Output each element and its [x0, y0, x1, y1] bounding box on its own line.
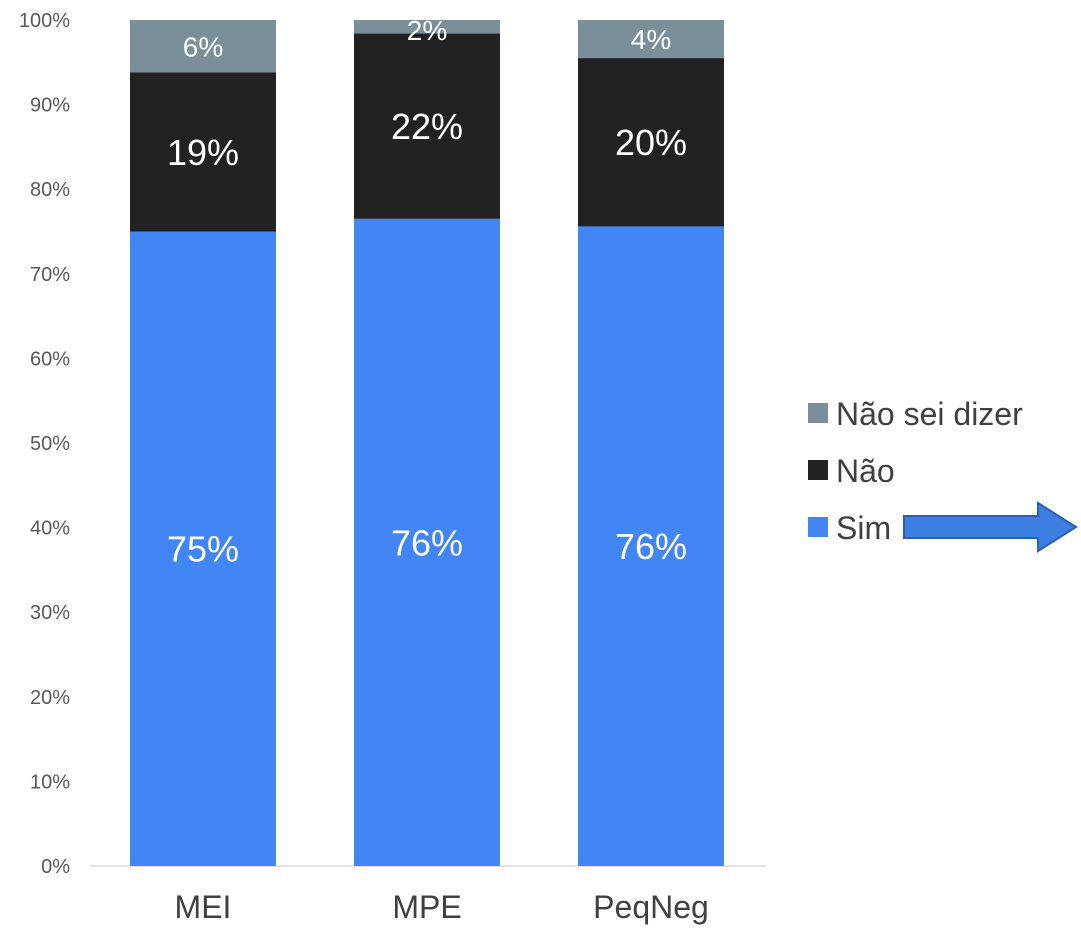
- bar-value-label: 6%: [183, 31, 223, 62]
- legend-swatch: [808, 460, 828, 480]
- x-category-label: MEI: [175, 889, 232, 925]
- bar-segment-nao-sei-dizer: [578, 20, 724, 59]
- legend-swatch: [808, 403, 828, 423]
- y-tick-label: 90%: [30, 95, 70, 117]
- bar-value-label: 2%: [407, 15, 447, 46]
- bar-value-label: 76%: [391, 522, 463, 563]
- bar-segment-sim: [578, 226, 724, 866]
- bar-value-label: 76%: [615, 526, 687, 567]
- bar-segment-nao: [578, 58, 724, 227]
- bar-segment-nao: [130, 72, 276, 232]
- x-category-label: MPE: [392, 889, 461, 925]
- y-tick-label: 10%: [30, 771, 70, 793]
- legend: Não sei dizer Não Sim: [808, 396, 1078, 553]
- bar-segment-nao-sei-dizer: [354, 20, 500, 34]
- bar-segment-nao-sei-dizer: [130, 20, 276, 73]
- bar-value-label: 4%: [631, 24, 671, 55]
- y-tick-label: 50%: [30, 433, 70, 455]
- legend-swatch: [808, 517, 828, 537]
- y-tick-label: 30%: [30, 602, 70, 624]
- bar-stacks: 75% 19% 6% 76% 22% 2% 76% 20% 4%: [130, 15, 724, 866]
- legend-label: Não: [836, 453, 895, 489]
- y-tick-label: 70%: [30, 264, 70, 286]
- arrow-right-icon: [903, 501, 1078, 553]
- bar-value-label: 75%: [167, 529, 239, 570]
- bar-segment-sim: [130, 231, 276, 866]
- legend-label: Sim: [836, 510, 891, 546]
- y-tick-label: 100%: [19, 10, 70, 32]
- bar-segment-sim: [354, 218, 500, 866]
- x-axis-categories: MEI MPE PeqNeg: [175, 889, 709, 925]
- bar-value-label: 20%: [615, 122, 687, 163]
- legend-label: Não sei dizer: [836, 396, 1023, 432]
- y-tick-label: 0%: [41, 856, 70, 878]
- y-tick-label: 20%: [30, 687, 70, 709]
- bar-segment-nao: [354, 33, 500, 219]
- y-tick-label: 80%: [30, 179, 70, 201]
- y-tick-label: 60%: [30, 348, 70, 370]
- bar-value-label: 19%: [167, 132, 239, 173]
- x-category-label: PeqNeg: [593, 889, 709, 925]
- y-axis-ticks: 0% 10% 20% 30% 40% 50% 60% 70% 80% 90% 100%: [19, 10, 70, 878]
- y-tick-label: 40%: [30, 518, 70, 540]
- bar-value-label: 22%: [391, 106, 463, 147]
